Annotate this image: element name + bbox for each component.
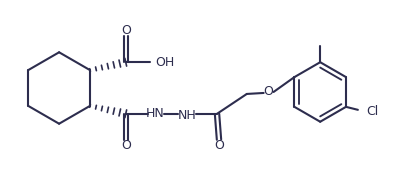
Text: O: O xyxy=(121,24,131,37)
Text: O: O xyxy=(264,86,274,98)
Text: HN: HN xyxy=(146,107,165,120)
Text: Cl: Cl xyxy=(366,105,378,118)
Text: OH: OH xyxy=(156,56,175,69)
Text: O: O xyxy=(214,139,224,152)
Text: O: O xyxy=(121,139,131,152)
Text: NH: NH xyxy=(178,109,197,122)
